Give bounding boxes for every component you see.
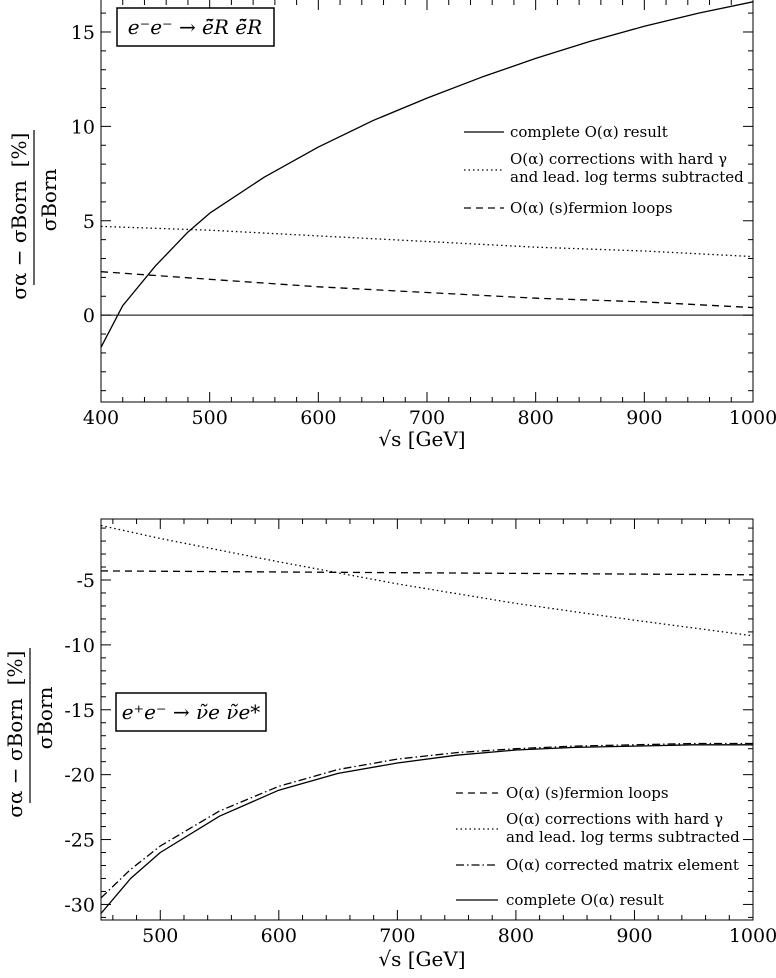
top-x-tick-label: 400 (83, 407, 119, 429)
top-series-group (101, 1, 753, 348)
top-x-tick-label: 500 (192, 407, 228, 429)
top-y-tick-label: 0 (83, 305, 95, 327)
bottom-legend-label-dashdot: O(α) corrected matrix element (506, 856, 739, 874)
bottom-legend-label-dashed: O(α) (s)fermion loops (506, 784, 669, 802)
bottom-x-tick-label: 1000 (729, 925, 776, 947)
top-series-dotted-line (101, 225, 753, 258)
top-x-tick-label: 700 (409, 407, 445, 429)
bottom-legend-label-dotted-line1: O(α) corrections with hard γ (506, 810, 723, 828)
bottom-y-tick-label: -25 (64, 830, 95, 852)
top-series-solid-line (101, 1, 753, 348)
top-x-tick-label: 900 (626, 407, 662, 429)
bottom-y-tick-label: -10 (64, 635, 95, 657)
top-legend-label-dashed: O(α) (s)fermion loops (510, 199, 673, 217)
bottom-legend-label-solid: complete O(α) result (506, 891, 664, 909)
bottom-x-tick-label: 500 (142, 925, 178, 947)
top-ticks-group: 400 500 600 700 800 900 1000 0 5 10 15 (71, 0, 776, 429)
bottom-process-box (115, 692, 267, 732)
top-ylabel-denominator: σBorn (37, 168, 61, 231)
top-y-tick-label: 5 (83, 211, 95, 233)
bottom-series-solid-line (101, 744, 753, 914)
top-legend-label-solid: complete O(α) result (510, 123, 668, 141)
bottom-ylabel-numerator: σα − σBorn (3, 698, 27, 818)
bottom-series-group (101, 524, 753, 914)
bottom-y-tick-label: -5 (76, 570, 95, 592)
bottom-panel: 500 600 700 800 900 1000 -5 -10 -15 -20 -25 -30 e⁺e… (3, 518, 776, 971)
bottom-series-dotted-line (101, 524, 753, 637)
top-ylabel-unit: [%] (7, 133, 31, 168)
top-legend: complete O(α) result O(α) corrections wi… (464, 123, 744, 217)
bottom-ylabel-denominator: σBorn (33, 686, 57, 749)
top-process-box (116, 7, 275, 47)
bottom-legend: O(α) (s)fermion loops O(α) corrections w… (456, 784, 740, 909)
bottom-x-tick-label: 900 (616, 925, 652, 947)
bottom-x-tick-label: 600 (261, 925, 297, 947)
bottom-x-tick-label: 700 (379, 925, 415, 947)
bottom-series-dashdot-line (101, 742, 753, 899)
bottom-y-tick-label: -30 (64, 894, 95, 916)
bottom-x-axis-label: √s [GeV] (378, 947, 465, 971)
top-y-tick-label: 15 (71, 22, 95, 44)
top-legend-label-dotted-line1: O(α) corrections with hard γ (510, 150, 727, 168)
top-series-dashed-line (101, 271, 753, 309)
top-x-tick-label: 800 (518, 407, 554, 429)
bottom-ticks-group: 500 600 700 800 900 1000 -5 -10 -15 -20 -25 -30 (64, 519, 776, 947)
bottom-y-tick-label: -15 (64, 700, 95, 722)
bottom-legend-label-dotted-line2: and lead. log terms subtracted (506, 828, 740, 846)
top-legend-label-dotted-line2: and lead. log terms subtracted (510, 168, 744, 186)
bottom-process-label: e⁺e⁻ → ν̃e ν̃e* (122, 700, 261, 724)
bottom-x-tick-label: 800 (498, 925, 534, 947)
top-x-axis-label: √s [GeV] (378, 427, 465, 451)
top-y-axis-label: σα − σBorn [%] σBorn (7, 130, 61, 300)
top-y-tick-label: 10 (71, 116, 95, 138)
top-process-label: e⁻e⁻ → ẽ̄R ẽ̄R (128, 15, 262, 39)
top-x-tick-label: 1000 (729, 407, 776, 429)
bottom-series-dashed-line (101, 570, 753, 576)
top-x-tick-label: 600 (300, 407, 336, 429)
bottom-plot-frame (100, 518, 754, 921)
bottom-y-axis-label: σα − σBorn [%] σBorn (3, 648, 57, 818)
bottom-y-tick-label: -20 (64, 765, 95, 787)
top-ylabel-numerator: σα − σBorn (7, 180, 31, 300)
top-panel: 400 500 600 700 800 900 1000 0 5 10 15 e⁻e⁻ → ẽ̄R … (7, 0, 776, 451)
bottom-ylabel-unit: [%] (3, 651, 27, 686)
